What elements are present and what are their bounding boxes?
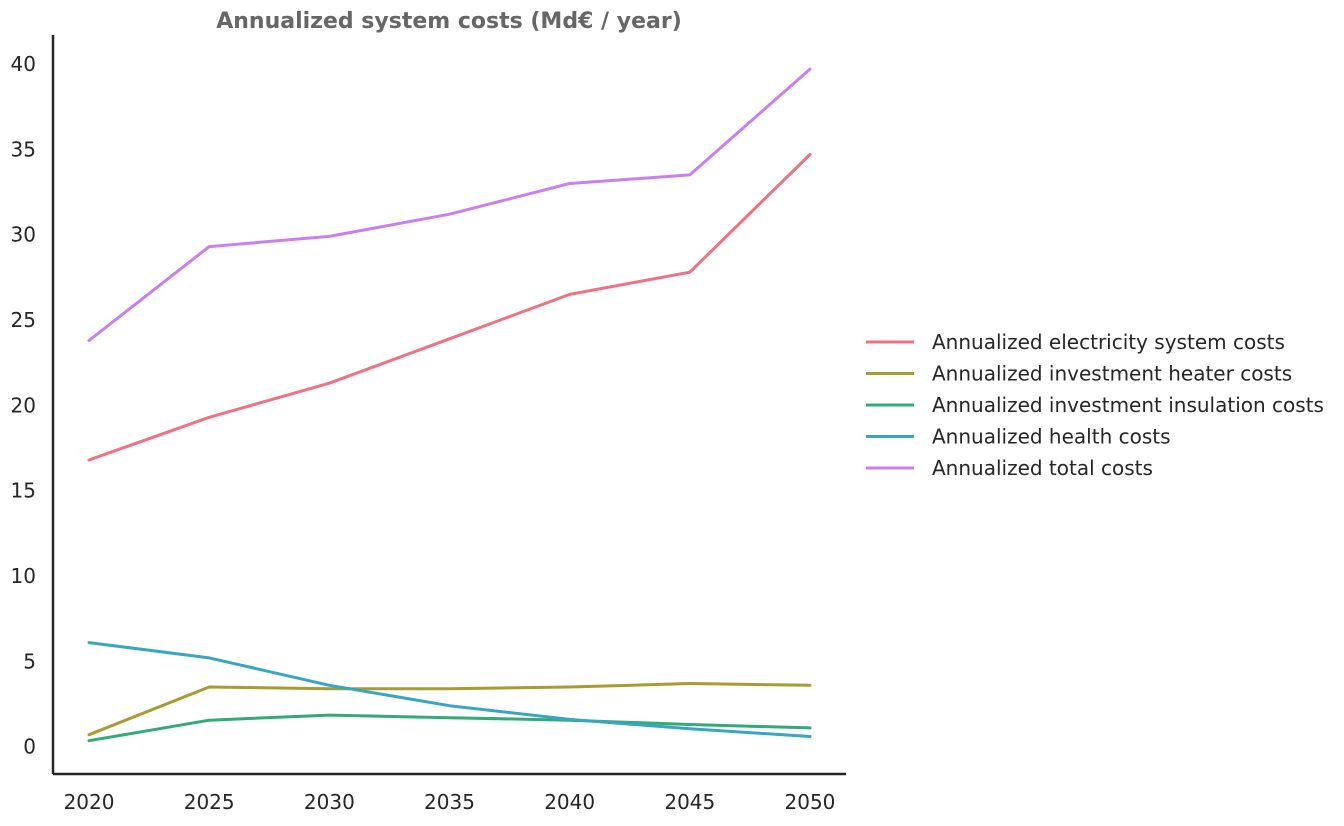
legend-label: Annualized investment insulation costs [932, 393, 1324, 417]
x-tick-label: 2025 [184, 790, 235, 814]
x-tick-label: 2030 [304, 790, 355, 814]
x-tick-label: 2040 [544, 790, 595, 814]
legend-label: Annualized investment heater costs [932, 362, 1292, 386]
series-line-3 [87, 713, 812, 743]
y-tick-label: 30 [11, 223, 36, 247]
y-tick-label: 40 [11, 52, 36, 76]
x-tick-label: 2045 [664, 790, 715, 814]
x-tick-label: 2050 [785, 790, 836, 814]
x-tick-label: 2020 [64, 790, 115, 814]
series-line-5 [87, 67, 812, 342]
legend-label: Annualized health costs [932, 425, 1171, 449]
axes [51, 35, 846, 776]
y-axis-ticks: 0 5 10 15 20 25 30 35 40 [11, 52, 36, 759]
y-tick-label: 25 [11, 308, 36, 332]
y-tick-label: 15 [11, 479, 36, 503]
legend-item: Annualized electricity system costs [866, 330, 1285, 354]
y-tick-label: 10 [11, 564, 36, 588]
legend-item: Annualized total costs [866, 456, 1153, 480]
series-lines [87, 67, 812, 743]
y-tick-label: 0 [23, 735, 36, 759]
x-tick-label: 2035 [424, 790, 475, 814]
series-line-4 [87, 641, 812, 738]
series-line-2 [87, 682, 812, 737]
y-tick-label: 20 [11, 393, 36, 417]
legend: Annualized electricity system costs Annua… [866, 330, 1324, 480]
y-tick-label: 35 [11, 137, 36, 161]
legend-item: Annualized health costs [866, 425, 1171, 449]
y-tick-label: 5 [23, 649, 36, 673]
chart-title: Annualized system costs (Md€ / year) [216, 9, 682, 34]
legend-label: Annualized total costs [932, 456, 1153, 480]
series-line-1 [87, 153, 812, 462]
legend-label: Annualized electricity system costs [932, 330, 1285, 354]
x-axis-ticks: 2020 2025 2030 2035 2040 2045 2050 [64, 790, 836, 814]
legend-item: Annualized investment insulation costs [866, 393, 1324, 417]
legend-item: Annualized investment heater costs [866, 362, 1292, 386]
